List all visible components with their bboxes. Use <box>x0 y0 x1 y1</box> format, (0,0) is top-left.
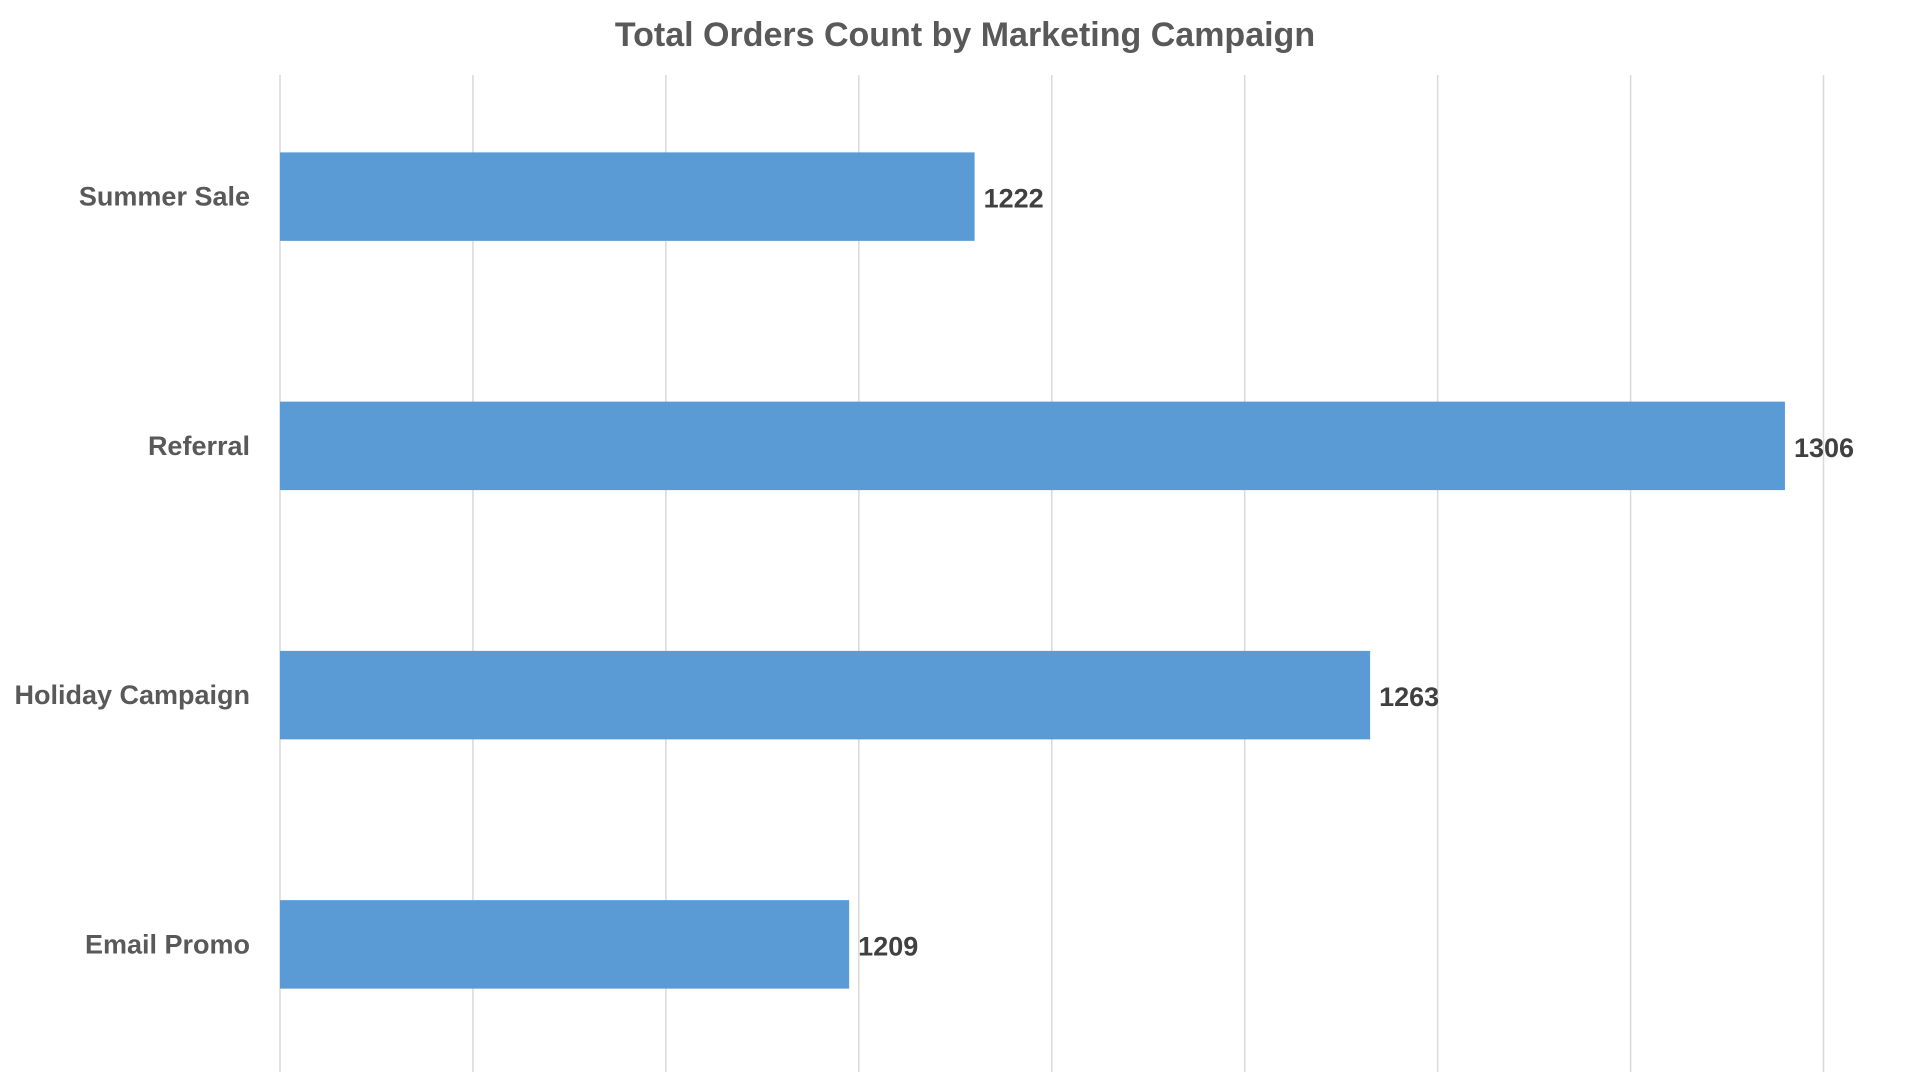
data-label-2: 1263 <box>1379 682 1439 712</box>
category-label-2: Holiday Campaign <box>14 680 250 710</box>
bar-3 <box>280 900 850 989</box>
gridlines <box>279 75 1825 1072</box>
bar-0 <box>280 152 975 241</box>
bar-2 <box>280 650 1371 740</box>
category-labels: Summer Sale Referral Holiday Campaign Email… <box>14 182 250 960</box>
bar-1 <box>280 401 1785 491</box>
data-label-0: 1222 <box>984 184 1044 214</box>
data-label-3: 1209 <box>858 931 918 961</box>
data-labels: 1222 1306 1263 1209 <box>858 184 1854 962</box>
category-label-3: Email Promo <box>85 929 250 959</box>
category-label-0: Summer Sale <box>79 182 250 212</box>
category-label-1: Referral <box>148 431 250 461</box>
bars <box>280 152 1785 989</box>
data-label-1: 1306 <box>1794 433 1854 463</box>
chart-title: Total Orders Count by Marketing Campaign <box>615 16 1315 54</box>
